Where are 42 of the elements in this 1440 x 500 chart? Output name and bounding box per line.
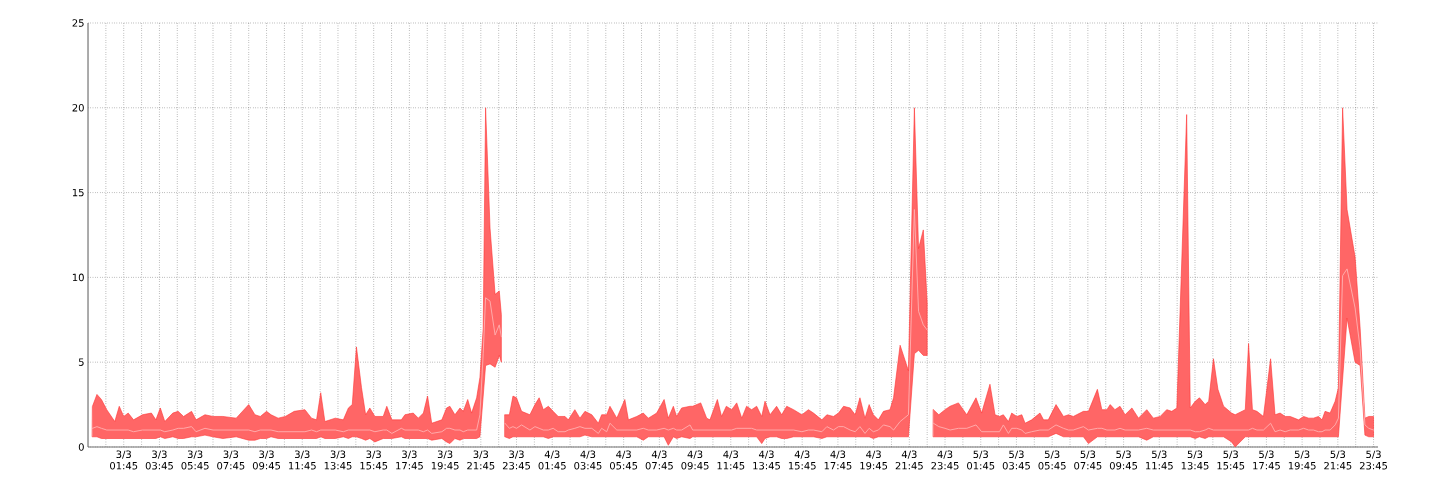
x-tick-label: 4/3 21:45 <box>895 450 923 470</box>
x-tick-label: 3/3 09:45 <box>252 450 281 470</box>
x-tick-label: 4/3 23:45 <box>931 450 959 470</box>
x-tick-label: 3/3 03:45 <box>145 450 173 470</box>
x-tick-label: 3/3 23:45 <box>502 450 530 470</box>
x-tick-label: 5/3 05:45 <box>1038 450 1066 470</box>
x-tick-label: 3/3 07:45 <box>217 450 245 470</box>
y-tick-label: 20 <box>72 104 84 112</box>
x-tick-label: 5/3 03:45 <box>1002 450 1030 470</box>
x-tick-label: 5/3 15:45 <box>1217 450 1245 470</box>
x-tick-label: 4/3 19:45 <box>860 450 888 470</box>
x-tick-label: 5/3 11:45 <box>1146 450 1173 470</box>
x-tick-label: 4/3 01:45 <box>538 450 566 470</box>
x-tick-label: 4/3 11:45 <box>717 450 745 470</box>
y-tick-label: 10 <box>72 273 84 282</box>
x-tick-label: 3/3 05:45 <box>181 450 209 470</box>
x-tick-label: 5/3 13:45 <box>1181 450 1209 470</box>
x-tick-label: 5/3 21:45 <box>1324 450 1352 470</box>
y-tick-label: 0 <box>78 443 84 451</box>
y-tick-label: 5 <box>78 358 84 366</box>
x-tick-label: 4/3 15:45 <box>788 450 816 470</box>
x-tick-label: 5/3 01:45 <box>967 450 995 470</box>
x-tick-label: 5/3 17:45 <box>1253 450 1280 470</box>
x-tick-label: 4/3 07:45 <box>645 450 673 470</box>
y-tick-label: 15 <box>72 188 84 197</box>
x-tick-label: 3/3 11:45 <box>289 450 316 470</box>
x-tick-label: 4/3 05:45 <box>609 450 638 470</box>
x-tick-label: 4/3 09:45 <box>681 450 709 470</box>
x-tick-label: 5/3 07:45 <box>1074 450 1102 470</box>
x-tick-label: 3/3 15:45 <box>360 450 388 470</box>
x-tick-label: 5/3 19:45 <box>1288 450 1316 470</box>
y-tick-label: 25 <box>72 19 84 27</box>
x-tick-label: 5/3 09:45 <box>1109 450 1138 470</box>
x-tick-label: 4/3 13:45 <box>753 450 780 470</box>
x-tick-label: 3/3 01:45 <box>110 450 138 470</box>
x-tick-label: 4/3 17:45 <box>824 450 852 470</box>
x-tick-label: 3/3 19:45 <box>431 450 459 470</box>
x-tick-label: 3/3 21:45 <box>467 450 495 470</box>
x-tick-label: 5/3 23:45 <box>1359 450 1388 470</box>
x-tick-label: 3/3 17:45 <box>396 450 423 470</box>
x-tick-label: 4/3 03:45 <box>574 450 602 470</box>
x-tick-label: 3/3 13:45 <box>324 450 352 470</box>
